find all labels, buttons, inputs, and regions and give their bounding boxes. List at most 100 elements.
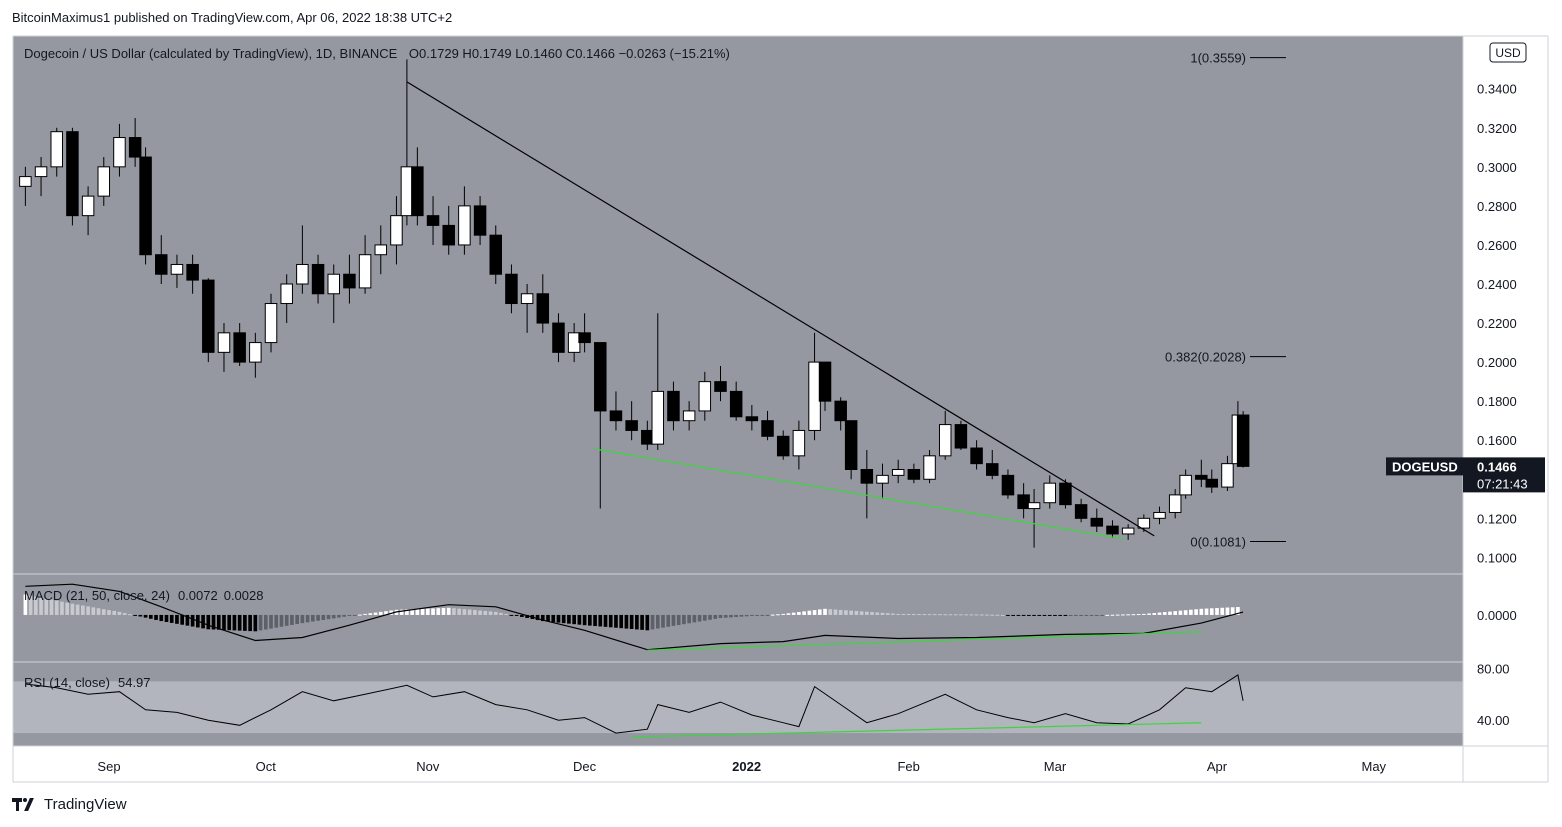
candle	[390, 196, 403, 265]
time-tick-label: Oct	[256, 759, 277, 774]
macd-tick-label: 0.0000	[1477, 608, 1517, 623]
macd-histogram-bar	[28, 595, 33, 615]
candle	[1090, 508, 1104, 532]
macd-histogram-bar	[608, 614, 613, 628]
candle	[170, 254, 184, 288]
macd-histogram-bar	[1147, 613, 1151, 615]
macd-histogram-bar	[483, 610, 488, 615]
price-tick-label: 0.2000	[1477, 355, 1517, 370]
macd-histogram-bar	[922, 614, 927, 616]
candle-body	[844, 420, 858, 471]
macd-histogram-bar	[1183, 610, 1188, 615]
candle-body	[818, 361, 832, 402]
macd-histogram-bar	[1115, 614, 1120, 616]
candle	[1153, 506, 1166, 525]
macd-histogram-bar	[525, 614, 529, 619]
candle	[1001, 469, 1015, 499]
price-badge	[1463, 457, 1545, 493]
candle	[536, 274, 550, 333]
candle-body	[411, 166, 424, 217]
candle-body	[761, 420, 774, 437]
macd-histogram-bar	[493, 611, 498, 615]
candle	[186, 254, 199, 294]
macd-histogram-bar	[112, 610, 117, 615]
candle	[745, 405, 759, 431]
macd-histogram-bar	[770, 614, 775, 616]
macd-histogram-bar	[776, 614, 780, 616]
candle-body	[808, 361, 821, 431]
candle	[233, 323, 246, 367]
candle-body	[442, 224, 455, 246]
macd-histogram-bar	[107, 610, 111, 615]
macd-histogram-bar	[358, 614, 362, 616]
macd-pane-title: MACD (21, 50, close, 24) 0.0072 0.0028	[24, 588, 263, 603]
candle	[280, 274, 293, 324]
macd-histogram-bar	[697, 614, 702, 622]
candle	[473, 196, 487, 245]
macd-histogram-bar	[316, 614, 320, 621]
candle-body	[1179, 474, 1192, 496]
macd-histogram-bar	[1220, 607, 1225, 615]
macd-histogram-bar	[86, 606, 90, 615]
macd-histogram-bar	[786, 613, 791, 615]
macd-histogram-bar	[1121, 614, 1125, 616]
symbol-badge	[1386, 457, 1463, 476]
macd-histogram-bar	[216, 614, 221, 630]
candle-body	[970, 447, 983, 465]
macd-histogram-bar	[1063, 614, 1068, 616]
candle-body	[891, 469, 905, 476]
macd-histogram-bar	[373, 612, 378, 615]
macd-histogram-bar	[765, 614, 770, 616]
macd-histogram-bar	[1168, 611, 1172, 615]
candle-body	[1195, 474, 1208, 480]
macd-histogram-bar	[446, 607, 451, 615]
macd-histogram-bar	[96, 608, 101, 615]
macd-histogram-bar	[979, 614, 984, 616]
candle	[1043, 475, 1057, 509]
macd-histogram-bar	[368, 613, 373, 615]
macd-histogram-bar	[671, 614, 676, 626]
price-axis-background	[1463, 36, 1548, 746]
macd-histogram-bar	[44, 598, 49, 615]
candle-body	[489, 234, 503, 275]
candle-body	[641, 429, 654, 445]
macd-histogram-bar	[551, 614, 556, 623]
candle	[667, 381, 680, 431]
macd-histogram-bar	[865, 611, 869, 615]
macd-histogram-bar	[190, 614, 195, 627]
candle	[1017, 483, 1030, 519]
macd-histogram-bar	[263, 614, 268, 630]
macd-histogram-bar	[420, 608, 425, 615]
candle-body	[938, 424, 952, 457]
macd-histogram-bar	[405, 609, 409, 615]
rsi-tick-label: 80.00	[1477, 661, 1510, 676]
macd-histogram-bar	[932, 614, 937, 616]
price-tick-label: 0.3200	[1477, 121, 1517, 136]
macd-histogram-bar	[739, 614, 744, 617]
rsi-tick-label: 40.00	[1477, 713, 1510, 728]
candle-body	[280, 283, 293, 305]
candle	[343, 254, 356, 304]
candle	[97, 157, 111, 206]
macd-histogram-bar	[734, 614, 738, 617]
macd-histogram-bar	[635, 614, 639, 630]
macd-histogram-bar	[1230, 607, 1235, 615]
macd-histogram-bar	[1110, 614, 1115, 616]
macd-histogram-bar	[295, 614, 299, 625]
macd-histogram-bar	[65, 602, 70, 615]
candle-body	[745, 416, 759, 422]
macd-histogram-bar	[237, 614, 242, 631]
candle	[776, 430, 790, 460]
macd-histogram-bar	[143, 614, 148, 618]
macd-histogram-bar	[206, 614, 211, 630]
candle-body	[1106, 525, 1119, 535]
candle-body	[1168, 494, 1182, 513]
macd-histogram-bar	[321, 614, 326, 620]
macd-histogram-bar	[164, 614, 169, 622]
candle-body	[97, 166, 111, 197]
macd-histogram-bar	[34, 596, 38, 615]
macd-histogram-bar	[436, 608, 441, 615]
macd-histogram-bar	[760, 614, 765, 616]
brand-footer[interactable]: TradingView	[12, 796, 127, 813]
